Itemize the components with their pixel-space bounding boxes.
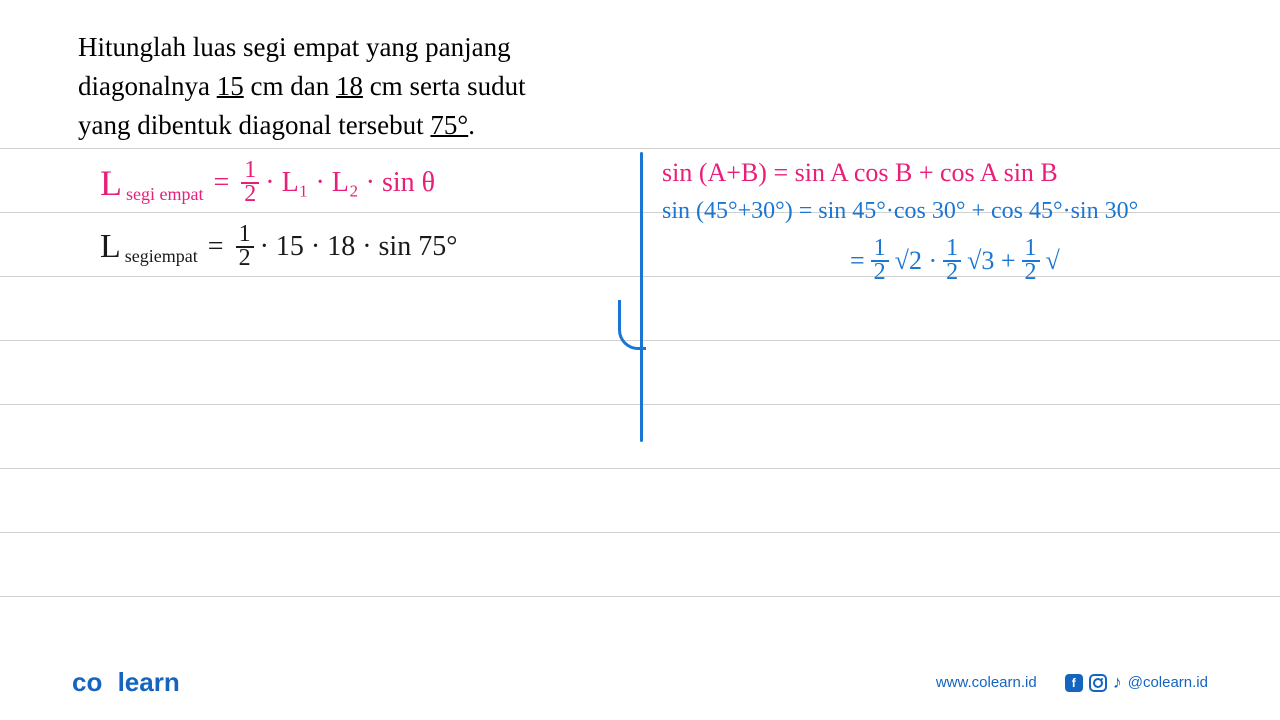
sin-sum-identity-pink: sin (A+B) = sin A cos B + cos A sin B — [662, 158, 1058, 188]
vertical-divider — [640, 152, 643, 442]
tiktok-icon: ♪ — [1113, 672, 1122, 693]
footer-right: www.colearn.id f ♪ @colearn.id — [936, 672, 1208, 693]
formula-area-pink: L segi empat = 12 · L₁ · L₂ · sin θ — [100, 160, 435, 205]
problem-statement: Hitunglah luas segi empat yang panjang d… — [78, 28, 638, 145]
brand-logo: co learn — [72, 667, 180, 698]
footer-url: www.colearn.id — [936, 674, 1037, 691]
problem-line-1: Hitunglah luas segi empat yang panjang — [78, 28, 638, 67]
rule-line — [0, 532, 1280, 533]
divider-hook — [618, 300, 646, 350]
social-handle: @colearn.id — [1128, 674, 1208, 691]
social-icons: f ♪ @colearn.id — [1065, 672, 1208, 693]
footer: co learn www.colearn.id f ♪ @colearn.id — [0, 667, 1280, 698]
facebook-icon: f — [1065, 674, 1083, 692]
rule-line — [0, 596, 1280, 597]
sin-75-values-blue: = 12 √2 · 12 √3 + 12 √ — [850, 238, 1060, 283]
rule-line — [0, 468, 1280, 469]
problem-line-3: yang dibentuk diagonal tersebut 75°. — [78, 106, 638, 145]
sin-75-expansion-blue: sin (45°+30°) = sin 45°·cos 30° + cos 45… — [662, 198, 1138, 225]
formula-substitution-black: L segiempat = 12 · 15 · 18 · sin 75° — [100, 224, 457, 269]
instagram-icon — [1089, 674, 1107, 692]
rule-line — [0, 148, 1280, 149]
problem-line-2: diagonalnya 15 cm dan 18 cm serta sudut — [78, 67, 638, 106]
